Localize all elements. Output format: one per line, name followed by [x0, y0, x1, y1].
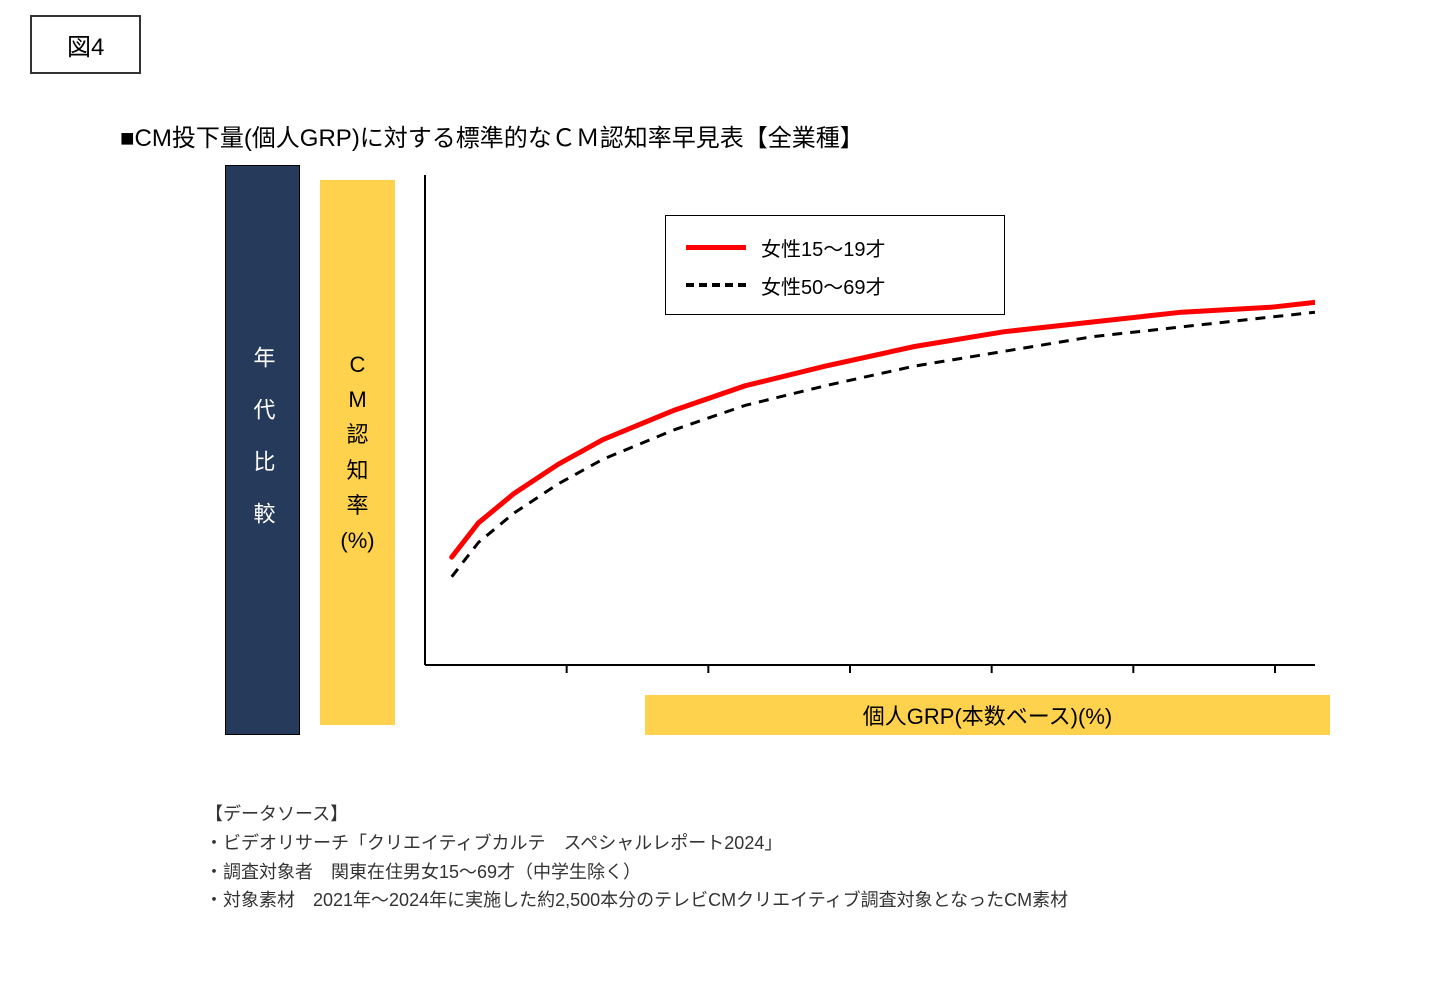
footnotes: 【データソース】 ・ビデオリサーチ「クリエイティブカルテ スペシャルレポート20… — [205, 800, 1068, 915]
yaxis-char: 知 — [346, 453, 368, 488]
legend-row-series2: 女性50～69才 — [686, 266, 984, 304]
legend-label-series1: 女性15～19才 — [761, 233, 886, 262]
xaxis-label: 個人GRP(本数ベース)(%) — [863, 699, 1112, 731]
yaxis-char: 認 — [346, 417, 368, 452]
legend-swatch-solid-red — [686, 245, 746, 250]
plot-container: 女性15～19才 女性50～69才 — [405, 165, 1315, 685]
yaxis-char: M — [348, 382, 366, 417]
side-box-age-comparison: 年代比較 — [225, 165, 300, 735]
legend-swatch-dashed-black — [686, 283, 746, 287]
footnote-heading: 【データソース】 — [205, 800, 1068, 829]
chart-area: 年代比較 C M 認 知 率 (%) 女性15～19才 — [225, 165, 1325, 745]
yaxis-char: 率 — [346, 488, 368, 523]
yaxis-char: C — [350, 347, 366, 382]
footnote-line: ・ビデオリサーチ「クリエイティブカルテ スペシャルレポート2024」 — [205, 829, 1068, 858]
figure-label-box: 図4 — [30, 15, 141, 74]
xaxis-label-box: 個人GRP(本数ベース)(%) — [645, 695, 1330, 735]
yaxis-label-box: C M 認 知 率 (%) — [320, 180, 395, 725]
footnote-line: ・調査対象者 関東在住男女15～69才（中学生除く） — [205, 858, 1068, 887]
legend-box: 女性15～19才 女性50～69才 — [665, 215, 1005, 315]
legend-label-series2: 女性50～69才 — [761, 271, 886, 300]
yaxis-char: (%) — [340, 523, 374, 558]
x-ticks — [567, 665, 1275, 673]
figure-label: 図4 — [67, 34, 104, 61]
series-line-female-15-19 — [452, 302, 1315, 557]
chart-title: ■CM投下量(個人GRP)に対する標準的なＣＭ認知率早見表【全業種】 — [120, 118, 864, 153]
footnote-line: ・対象素材 2021年～2024年に実施した約2,500本分のテレビCMクリエイ… — [205, 886, 1068, 915]
legend-row-series1: 女性15～19才 — [686, 228, 984, 266]
